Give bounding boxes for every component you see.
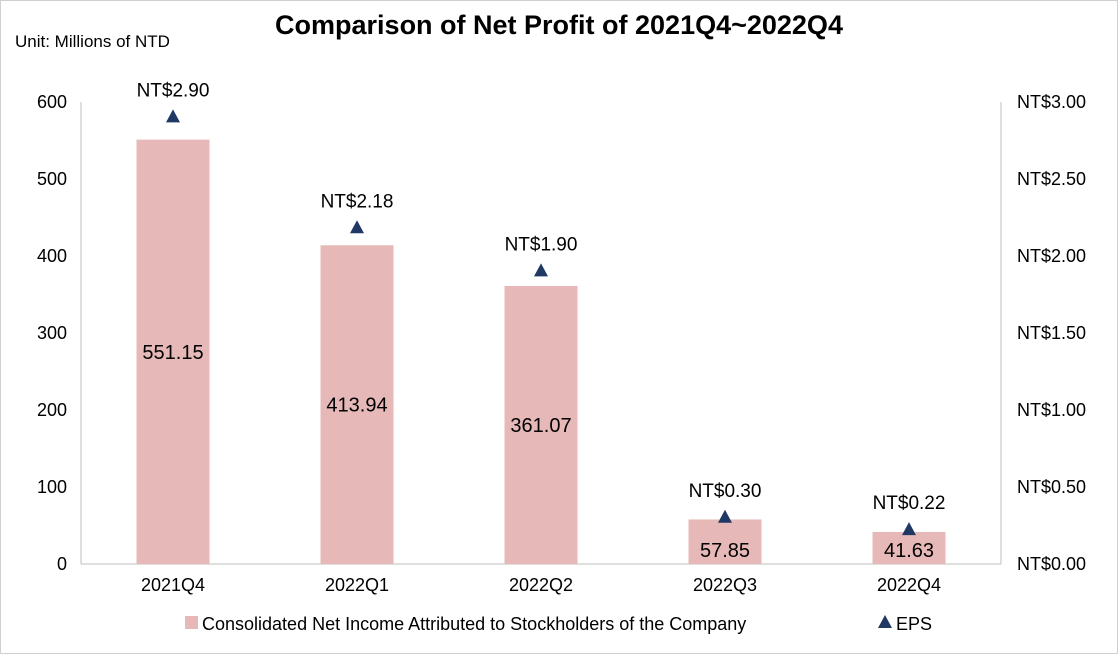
category-label: 2022Q1 [325,575,389,595]
left-tick-label: 400 [37,246,67,266]
left-tick-label: 600 [37,92,67,112]
legend-eps-marker [878,615,892,628]
eps-marker [350,220,364,234]
net-income-value-label: 361.07 [510,415,571,437]
eps-value-label: NT$0.22 [873,493,946,514]
left-tick-label: 500 [37,169,67,189]
eps-value-label: NT$0.30 [689,481,762,502]
net-income-value-label: 551.15 [142,342,203,364]
eps-marker [166,109,180,123]
category-label: 2022Q2 [509,575,573,595]
chart-title: Comparison of Net Profit of 2021Q4~2022Q… [275,10,843,40]
right-tick-label: NT$0.00 [1017,554,1086,574]
legend: Consolidated Net Income Attributed to St… [185,614,932,634]
left-tick-label: 0 [57,554,67,574]
eps-marker [534,263,548,277]
legend-eps-label: EPS [896,614,932,634]
eps-marker [718,509,732,523]
right-tick-label: NT$1.00 [1017,400,1086,420]
net-income-bar [872,531,946,564]
left-tick-label: 300 [37,323,67,343]
eps-value-label: NT$2.90 [137,80,210,101]
category-label: 2021Q4 [141,575,205,595]
category-label: 2022Q3 [693,575,757,595]
eps-value-label: NT$2.18 [321,191,394,212]
net-income-bar [504,285,578,564]
left-tick-label: 100 [37,477,67,497]
net-income-value-label: 41.63 [884,540,934,562]
category-label: 2022Q4 [877,575,941,595]
net-income-value-label: 57.85 [700,540,750,562]
legend-bar-label: Consolidated Net Income Attributed to St… [202,614,746,634]
eps-value-label: NT$1.90 [505,234,578,255]
right-tick-label: NT$2.50 [1017,169,1086,189]
right-tick-label: NT$2.00 [1017,246,1086,266]
right-tick-labels: NT$0.00 NT$0.50 NT$1.00 NT$1.50 NT$2.00 NT$2.… [1017,92,1086,574]
unit-label: Unit: Millions of NTD [15,32,170,51]
left-tick-label: 200 [37,400,67,420]
net-income-value-label: 413.94 [326,395,387,417]
legend-bar-swatch [185,616,198,629]
net-income-bar [688,519,762,564]
category-labels: 2021Q4 2022Q1 2022Q2 2022Q3 2022Q4 [141,575,941,595]
left-tick-labels: 0 100 200 300 400 500 600 [37,92,67,574]
net-income-bar [136,139,210,564]
right-tick-label: NT$3.00 [1017,92,1086,112]
right-tick-label: NT$1.50 [1017,323,1086,343]
eps-marker [902,522,916,536]
eps-series: NT$2.90 NT$2.18 NT$1.90 NT$0.30 NT$0.22 [137,80,946,536]
bar-series: 551.15 413.94 361.07 57.85 41.63 [136,139,946,564]
right-tick-label: NT$0.50 [1017,477,1086,497]
net-income-bar [320,245,394,564]
